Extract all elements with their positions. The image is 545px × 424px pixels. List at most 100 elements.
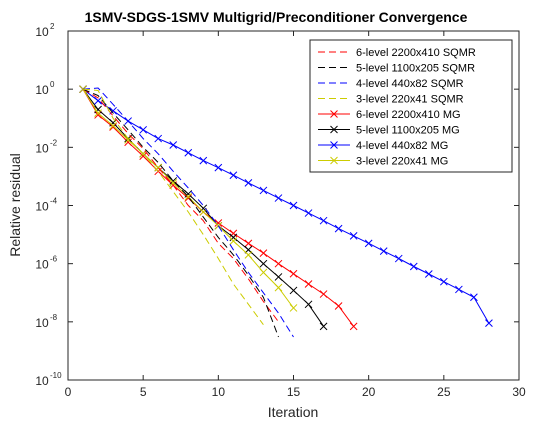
- data-point-marker: [214, 219, 223, 227]
- legend-marker: [330, 110, 338, 118]
- series-line: [82, 88, 279, 323]
- data-point-marker: [349, 322, 358, 331]
- data-point-marker: [169, 141, 178, 149]
- data-point-marker: [184, 190, 193, 198]
- y-tick-exponent: -2: [50, 138, 58, 147]
- x-tick-label: 0: [65, 385, 72, 399]
- x-tick-label: 30: [512, 385, 526, 399]
- legend: 6-level 2200x410 SQMR 5-level 1100x205 SQ…: [309, 39, 513, 173]
- y-tick-label: 10: [35, 374, 49, 388]
- y-tick-exponent: -4: [50, 197, 58, 206]
- data-point-marker: [139, 125, 148, 134]
- y-tick-exponent: -8: [50, 313, 58, 322]
- y-tick-exponent: -6: [50, 255, 58, 264]
- data-point-marker: [439, 277, 448, 286]
- data-point-marker: [199, 208, 208, 216]
- data-point-marker: [319, 322, 328, 331]
- data-point-marker: [169, 179, 178, 187]
- data-point-marker: [274, 283, 283, 292]
- legend-label: 5-level 1100x205 SQMR: [356, 63, 475, 75]
- data-point-marker: [470, 293, 478, 302]
- x-tick-label: 10: [212, 385, 226, 399]
- data-point-marker: [304, 300, 313, 309]
- x-axis-label: Iteration: [268, 404, 319, 420]
- y-axis-label: Relative residual: [7, 153, 23, 257]
- series-layer: [79, 85, 493, 338]
- data-point-marker: [289, 304, 298, 312]
- data-point-marker: [409, 262, 418, 271]
- data-point-marker: [259, 186, 268, 195]
- data-point-marker: [259, 268, 268, 277]
- data-point-marker: [349, 232, 358, 240]
- series-line: [82, 88, 490, 324]
- data-point-marker: [319, 290, 328, 298]
- y-tick-label: 10: [35, 200, 49, 214]
- data-point-marker: [199, 204, 208, 213]
- y-tick-exponent: 2: [50, 22, 55, 31]
- data-point-marker: [199, 156, 208, 165]
- data-point-marker: [485, 319, 493, 328]
- data-point-marker: [289, 269, 298, 278]
- legend-marker: [330, 141, 338, 149]
- data-point-marker: [304, 280, 313, 288]
- data-point-marker: [334, 224, 343, 233]
- x-tick-label: 25: [437, 385, 451, 399]
- data-point-marker: [259, 259, 268, 268]
- data-point-marker: [274, 194, 283, 202]
- chart-title: 1SMV-SDGS-1SMV Multigrid/Preconditioner …: [85, 9, 468, 25]
- series-line: [82, 87, 294, 338]
- series-line: [82, 88, 279, 338]
- data-point-marker: [124, 138, 132, 147]
- data-point-marker: [139, 152, 148, 160]
- legend-label: 6-level 2200x410 MG: [356, 109, 461, 121]
- y-tick-exponent: 0: [50, 80, 55, 89]
- legend-label: 6-level 2200x410 SQMR: [356, 47, 476, 59]
- y-tick-exponent: -10: [50, 371, 62, 380]
- data-point-marker: [289, 201, 298, 210]
- series-line: [82, 88, 264, 325]
- data-point-marker: [229, 237, 238, 245]
- y-tick-label: 10: [35, 25, 49, 39]
- data-point-marker: [94, 105, 102, 114]
- legend-label: 3-level 220x41 SQMR: [356, 94, 464, 106]
- data-point-marker: [379, 247, 388, 255]
- data-point-marker: [229, 233, 238, 242]
- legend-label: 4-level 440x82 MG: [356, 140, 448, 152]
- data-point-marker: [109, 121, 117, 130]
- data-point-marker: [244, 179, 253, 187]
- data-point-marker: [274, 273, 283, 281]
- data-point-marker: [319, 216, 328, 225]
- data-point-marker: [94, 109, 102, 117]
- legend-label: 3-level 220x41 MG: [356, 156, 448, 168]
- data-point-marker: [184, 148, 193, 157]
- y-tick-label: 10: [35, 316, 49, 330]
- legend-box: [309, 39, 513, 173]
- data-point-marker: [455, 285, 463, 294]
- data-point-marker: [274, 259, 283, 268]
- data-point-marker: [304, 209, 313, 217]
- x-tick-label: 20: [362, 385, 376, 399]
- data-point-marker: [109, 118, 117, 127]
- y-tick-label: 10: [35, 258, 49, 272]
- y-tick-label: 10: [35, 83, 49, 97]
- data-point-marker: [94, 111, 102, 119]
- data-point-marker: [214, 163, 223, 172]
- data-point-marker: [244, 251, 253, 259]
- legend-marker: [330, 156, 338, 165]
- data-point-marker: [289, 286, 298, 295]
- data-point-marker: [154, 134, 163, 143]
- data-point-marker: [334, 302, 343, 310]
- data-point-marker: [229, 171, 238, 180]
- legend-label: 5-level 1100x205 MG: [356, 125, 460, 137]
- data-point-marker: [364, 239, 373, 248]
- data-point-marker: [124, 136, 132, 144]
- x-tick-label: 15: [287, 385, 301, 399]
- data-point-marker: [424, 270, 433, 278]
- legend-label: 4-level 440x82 SQMR: [356, 78, 464, 90]
- x-tick-label: 5: [140, 385, 147, 399]
- x-ticks: 0 5 10 15 20 25 30: [65, 31, 526, 399]
- data-point-marker: [94, 96, 102, 105]
- legend-marker: [330, 125, 338, 134]
